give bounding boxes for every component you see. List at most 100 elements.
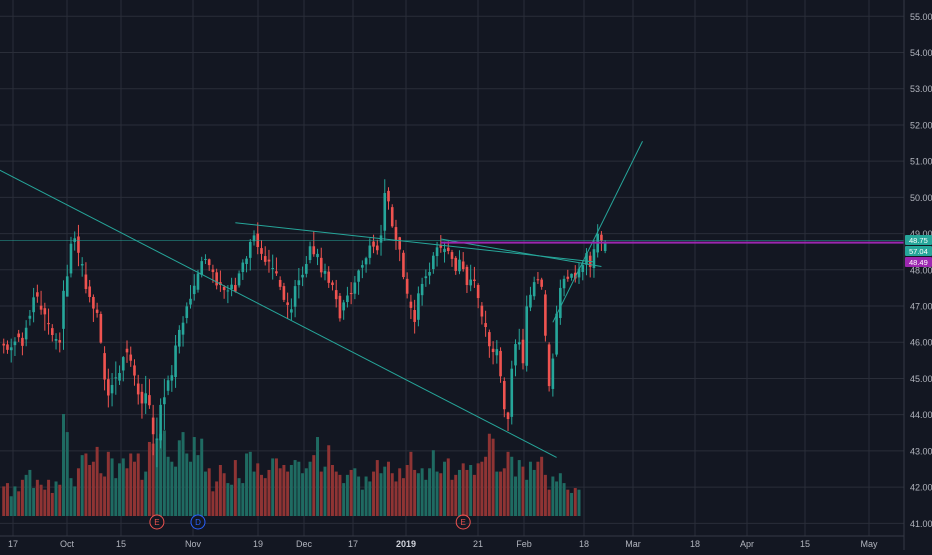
candle-body[interactable] <box>181 322 185 335</box>
candle-body[interactable] <box>383 193 387 231</box>
candle-body[interactable] <box>301 274 304 278</box>
candle-body[interactable] <box>536 279 540 281</box>
candle-body[interactable] <box>21 337 24 346</box>
earnings-marker-icon[interactable] <box>455 514 471 530</box>
candle-body[interactable] <box>547 344 551 387</box>
candle-body[interactable] <box>398 237 402 250</box>
candle-body[interactable] <box>163 397 166 405</box>
candle-body[interactable] <box>248 241 252 258</box>
candle-body[interactable] <box>577 268 581 278</box>
candle-body[interactable] <box>282 286 286 300</box>
candle-body[interactable] <box>562 278 566 289</box>
dividend-marker-icon[interactable] <box>190 514 206 530</box>
time-axis[interactable]: 17 Oct 15 Nov 19 Dec 17 2019 21 Feb 18 Mar 18 Apr 15 Ma… <box>0 535 904 549</box>
candle-body[interactable] <box>166 380 170 391</box>
candle-body[interactable] <box>189 298 192 305</box>
candle-body[interactable] <box>275 271 278 274</box>
candle-body[interactable] <box>476 285 480 299</box>
candle-body[interactable] <box>450 252 454 259</box>
candle-body[interactable] <box>32 297 35 313</box>
candle-body[interactable] <box>532 282 536 297</box>
candle-body[interactable] <box>570 273 573 278</box>
candle-body[interactable] <box>39 305 43 310</box>
candle-body[interactable] <box>432 255 435 270</box>
candle-body[interactable] <box>581 265 585 272</box>
candle-body[interactable] <box>110 384 114 394</box>
candle-body[interactable] <box>484 323 487 328</box>
candle-body[interactable] <box>566 276 570 279</box>
candle-body[interactable] <box>62 290 65 329</box>
candle-body[interactable] <box>510 368 514 417</box>
candle-body[interactable] <box>215 272 218 286</box>
candle-body[interactable] <box>148 395 151 406</box>
candle-body[interactable] <box>118 373 121 381</box>
candle-body[interactable] <box>465 266 469 286</box>
candle-body[interactable] <box>103 353 106 380</box>
candle-body[interactable] <box>9 347 13 351</box>
candle-body[interactable] <box>517 342 521 345</box>
candle-body[interactable] <box>585 253 588 265</box>
candle-body[interactable] <box>159 404 162 441</box>
candle-body[interactable] <box>271 268 275 270</box>
candle-body[interactable] <box>140 391 144 404</box>
candle-body[interactable] <box>170 375 174 381</box>
candle-body[interactable] <box>491 348 495 353</box>
candle-body[interactable] <box>24 327 28 340</box>
candle-body[interactable] <box>555 313 558 355</box>
candle-body[interactable] <box>28 315 32 319</box>
candle-body[interactable] <box>69 243 73 274</box>
candle-body[interactable] <box>293 286 297 307</box>
drawings[interactable] <box>0 141 904 458</box>
candle-body[interactable] <box>469 279 472 286</box>
candle-body[interactable] <box>230 284 233 290</box>
trend-line[interactable] <box>552 141 643 323</box>
candle-body[interactable] <box>241 262 245 272</box>
candle-body[interactable] <box>237 273 241 286</box>
candle-body[interactable] <box>263 256 267 262</box>
candle-body[interactable] <box>256 233 260 247</box>
candle-body[interactable] <box>129 354 133 361</box>
candle-body[interactable] <box>372 241 375 247</box>
candle-body[interactable] <box>278 279 282 287</box>
candle-body[interactable] <box>99 313 103 343</box>
candle-body[interactable] <box>2 343 6 346</box>
candle-body[interactable] <box>435 247 439 257</box>
candle-body[interactable] <box>402 252 405 278</box>
candle-body[interactable] <box>338 295 342 319</box>
candle-body[interactable] <box>43 308 47 315</box>
candle-body[interactable] <box>114 377 118 379</box>
candle-body[interactable] <box>361 265 364 268</box>
candle-body[interactable] <box>308 246 312 261</box>
candle-body[interactable] <box>439 244 443 248</box>
candle-body[interactable] <box>368 245 372 258</box>
candle-body[interactable] <box>342 302 345 311</box>
candle-body[interactable] <box>13 341 17 346</box>
candle-body[interactable] <box>559 287 562 318</box>
candle-body[interactable] <box>204 258 207 260</box>
candle-body[interactable] <box>36 292 39 297</box>
candle-body[interactable] <box>136 383 140 395</box>
candle-body[interactable] <box>413 310 416 322</box>
price-axis[interactable]: 41.00 42.00 43.00 44.00 45.00 46.00 47.00 48.00… <box>903 0 932 550</box>
candle-body[interactable] <box>443 248 446 253</box>
candle-body[interactable] <box>334 290 338 300</box>
candle-body[interactable] <box>461 261 465 270</box>
candle-body[interactable] <box>521 339 525 364</box>
candle-body[interactable] <box>185 306 189 318</box>
candle-body[interactable] <box>573 272 577 279</box>
candle-body[interactable] <box>133 365 136 376</box>
candle-body[interactable] <box>364 258 368 265</box>
candle-body[interactable] <box>151 417 155 435</box>
candle-body[interactable] <box>390 207 394 227</box>
candle-body[interactable] <box>47 323 50 325</box>
candle-body[interactable] <box>499 350 502 377</box>
candle-body[interactable] <box>77 236 80 253</box>
candle-body[interactable] <box>65 276 69 297</box>
candle-body[interactable] <box>144 393 147 404</box>
candle-body[interactable] <box>234 285 237 292</box>
candle-body[interactable] <box>387 190 390 202</box>
candle-body[interactable] <box>305 264 308 274</box>
candle-body[interactable] <box>458 259 461 272</box>
